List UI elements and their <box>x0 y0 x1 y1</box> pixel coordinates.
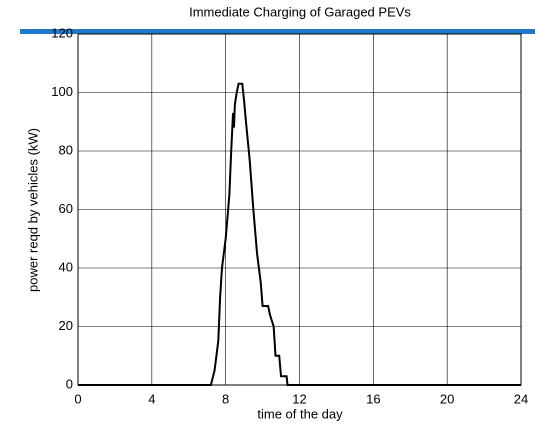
x-tick-label: 4 <box>148 391 155 406</box>
y-tick-label: 120 <box>51 25 73 40</box>
header-bar <box>20 29 535 34</box>
x-tick-label: 20 <box>440 391 454 406</box>
y-tick-label: 100 <box>51 84 73 99</box>
y-axis-label: power reqd by vehicles (kW) <box>25 128 40 292</box>
x-tick-label: 16 <box>366 391 380 406</box>
x-tick-label: 0 <box>74 391 81 406</box>
x-tick-label: 8 <box>222 391 229 406</box>
y-tick-label: 0 <box>66 376 73 391</box>
x-tick-label: 12 <box>292 391 306 406</box>
y-tick-label: 80 <box>59 142 73 157</box>
x-axis-label: time of the day <box>257 406 343 421</box>
data-line <box>78 82 521 386</box>
y-tick-label: 20 <box>59 318 73 333</box>
y-tick-label: 40 <box>59 259 73 274</box>
x-tick-label: 24 <box>514 391 528 406</box>
chart-title: Immediate Charging of Garaged PEVs <box>189 4 411 19</box>
y-tick-label: 60 <box>59 201 73 216</box>
